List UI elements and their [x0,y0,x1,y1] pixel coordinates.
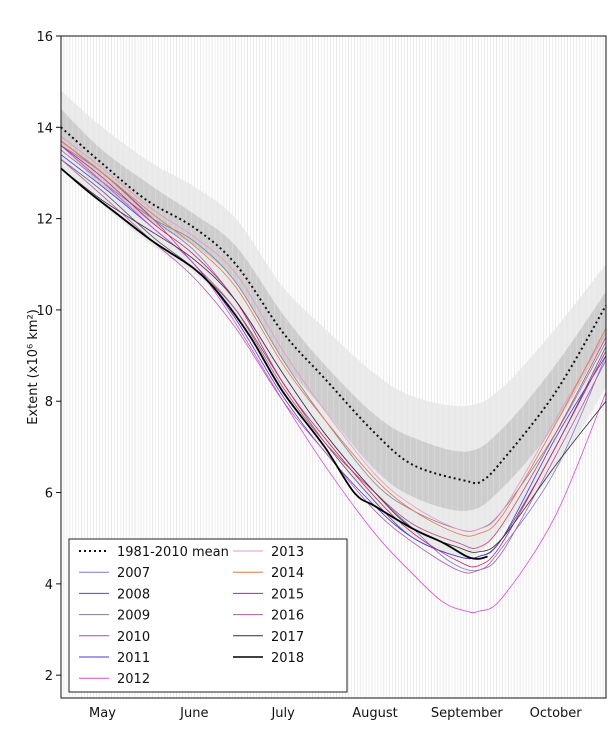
series-line-2013 [60,136,607,533]
x-tick-label-july: July [270,706,295,721]
y-tick-label: 8 [45,395,53,410]
plot-frame [60,35,607,699]
legend-label: 2014 [271,566,304,581]
x-tick-label-september: September [431,706,504,721]
x-tick-label-june: June [179,706,208,721]
series-line-2016 [60,159,607,574]
y-axis-ticks: 2 4 6 8 10 12 14 16 [36,30,61,684]
y-tick-label: 2 [45,669,53,684]
series-line-1981-2010-mean [60,126,607,485]
legend-label: 2016 [271,609,304,624]
legend-label: 2017 [271,630,304,645]
series-line-2008 [60,158,607,560]
legend-label: 2009 [117,609,150,624]
legend-label: 2011 [117,651,150,666]
legend-label: 2015 [271,587,304,602]
legend-box [68,538,348,693]
x-tick-label-may: May [89,706,116,721]
y-tick-label: 14 [36,121,53,136]
series-line-2012 [60,145,607,614]
legend-label: 2018 [271,651,304,666]
y-tick-label: 6 [45,487,53,502]
series-line-2018 [60,167,488,560]
legend-label: 2013 [271,545,304,560]
legend-label: 2007 [117,566,150,581]
series-line-2014 [60,140,607,537]
y-tick-label: 10 [36,304,53,319]
series-line-2010 [60,140,607,549]
series-line-2017 [60,168,607,553]
series-lines [60,126,607,614]
x-axis-ticks: May June July August September October [89,706,582,721]
series-line-2015 [60,145,607,568]
y-axis-label: Extent (x10⁶ km²) [26,309,41,425]
legend-label: 2010 [117,630,150,645]
y-tick-label: 4 [45,578,53,593]
legend: 1981-2010 mean 2007 2008 2009 2010 2011 2012 20… [68,538,348,693]
legend-label: 2008 [117,587,150,602]
y-tick-label: 12 [36,213,53,228]
y-tick-label: 16 [36,30,53,45]
x-tick-label-august: August [352,706,398,721]
legend-label: 1981-2010 mean [117,545,229,560]
legend-label: 2012 [117,672,150,687]
x-tick-label-october: October [530,706,583,721]
